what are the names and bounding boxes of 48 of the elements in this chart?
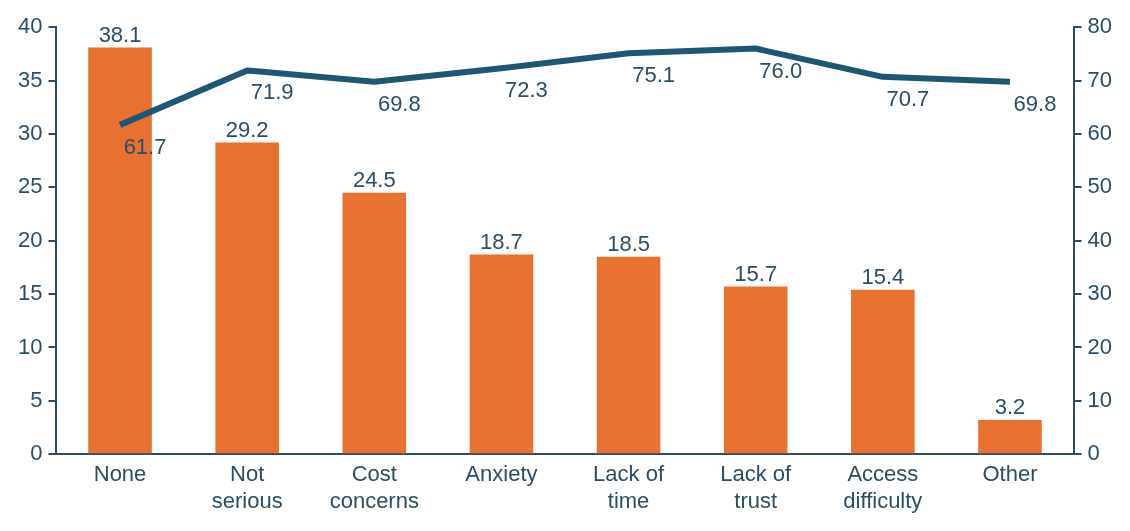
data-label: 18.7 <box>480 228 523 254</box>
data-label: 38.1 <box>98 21 142 47</box>
data-label: 15.7 <box>734 260 778 286</box>
data-label: 69.8 <box>377 90 421 116</box>
data-label: 15.4 <box>861 263 905 289</box>
data-label: 18.5 <box>607 230 650 256</box>
bar <box>596 256 661 454</box>
bar <box>215 142 279 454</box>
data-label: 71.9 <box>250 79 294 105</box>
data-label: 75.1 <box>632 62 675 88</box>
data-label: 76.0 <box>759 57 803 83</box>
x-tick-label: Cost concerns <box>329 461 419 513</box>
y2-tick-label: 40 <box>1087 226 1113 252</box>
bar <box>978 420 1042 454</box>
y-tick-label: 5 <box>30 386 43 412</box>
y-tick-label: 40 <box>17 13 43 39</box>
data-label: 72.3 <box>505 77 548 103</box>
y-tick-label: 15 <box>17 280 43 306</box>
y-tick-label: 20 <box>17 226 43 252</box>
data-label: 29.2 <box>225 116 269 142</box>
bar <box>469 254 534 454</box>
y2-tick-label: 80 <box>1087 13 1113 39</box>
y2-tick-label: 50 <box>1087 173 1113 199</box>
bar <box>723 286 788 454</box>
x-tick-label: Other <box>982 461 1038 487</box>
data-label: 69.8 <box>1013 90 1057 116</box>
y-tick-label: 25 <box>17 173 43 199</box>
data-label: 3.2 <box>994 394 1026 420</box>
y2-tick-label: 20 <box>1087 333 1113 359</box>
y2-tick-label: 60 <box>1087 120 1113 146</box>
y-tick-label: 0 <box>30 440 43 466</box>
x-tick-label: Not serious <box>211 461 283 513</box>
x-tick-label: None <box>93 461 147 487</box>
data-label: 24.5 <box>352 166 396 192</box>
y-tick-label: 30 <box>17 120 43 146</box>
y2-tick-label: 30 <box>1087 280 1113 306</box>
y2-tick-label: 0 <box>1087 440 1100 466</box>
x-tick-label: Lack of trust <box>720 461 793 513</box>
x-tick-label: Anxiety <box>465 461 538 487</box>
bar <box>851 289 915 454</box>
y2-tick-label: 10 <box>1087 386 1113 412</box>
x-tick-label: Lack of time <box>593 461 665 513</box>
data-label: 70.7 <box>886 85 930 111</box>
y-tick-label: 35 <box>17 66 43 92</box>
x-tick-label: Access difficulty <box>843 461 923 513</box>
y-tick-label: 10 <box>17 333 43 359</box>
bar <box>342 192 407 454</box>
y2-tick-label: 70 <box>1087 66 1113 92</box>
